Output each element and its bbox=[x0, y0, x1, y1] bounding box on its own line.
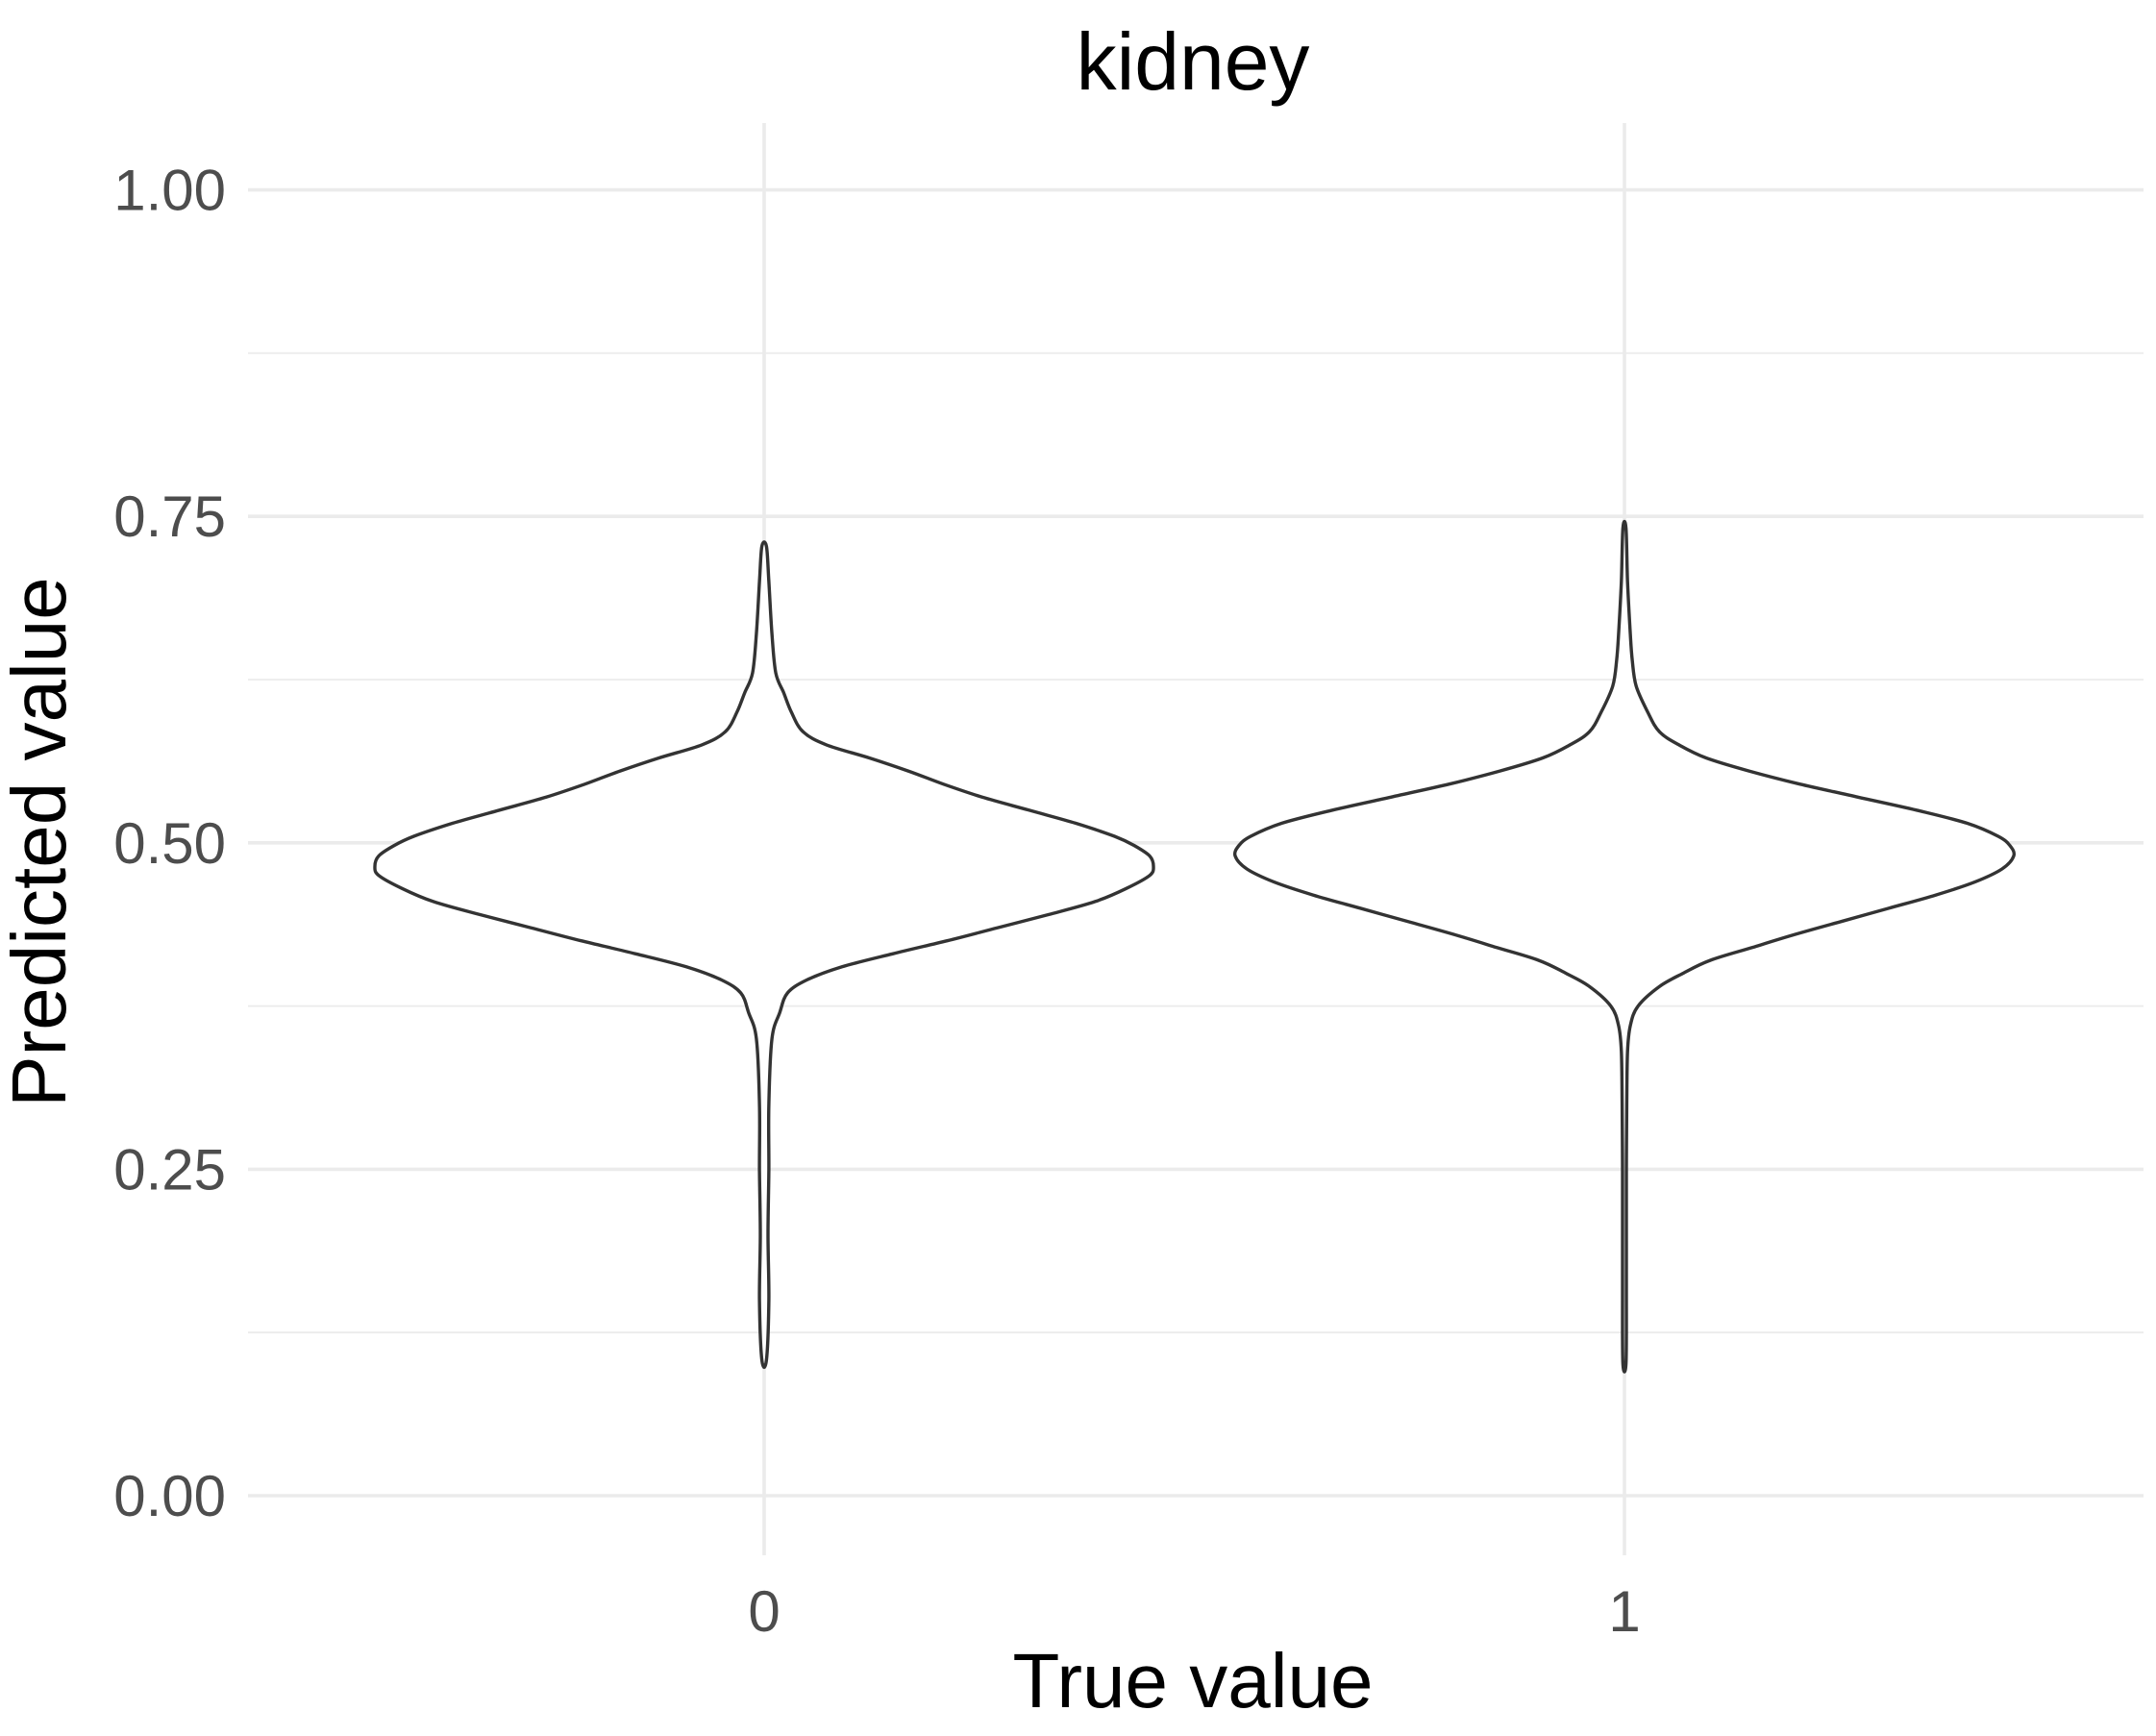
violin-0 bbox=[373, 540, 1155, 1370]
y-tick-label-0: 0.00 bbox=[113, 1464, 226, 1528]
y-axis-title: Predicted value bbox=[0, 577, 82, 1106]
y-tick-label-1: 0.25 bbox=[113, 1137, 226, 1202]
violin-layer bbox=[373, 519, 2017, 1374]
tick-layer: 0.00 0.25 0.50 0.75 1.00 0 1 bbox=[113, 159, 1640, 1644]
x-tick-label-1: 1 bbox=[1608, 1579, 1640, 1644]
chart-title: kidney bbox=[1077, 16, 1310, 107]
x-axis-title: True value bbox=[1013, 1638, 1374, 1724]
y-tick-label-4: 1.00 bbox=[113, 159, 226, 223]
x-tick-label-0: 0 bbox=[748, 1579, 780, 1644]
y-tick-label-2: 0.50 bbox=[113, 811, 226, 876]
y-tick-label-3: 0.75 bbox=[113, 484, 226, 549]
violin-1 bbox=[1232, 519, 2017, 1374]
